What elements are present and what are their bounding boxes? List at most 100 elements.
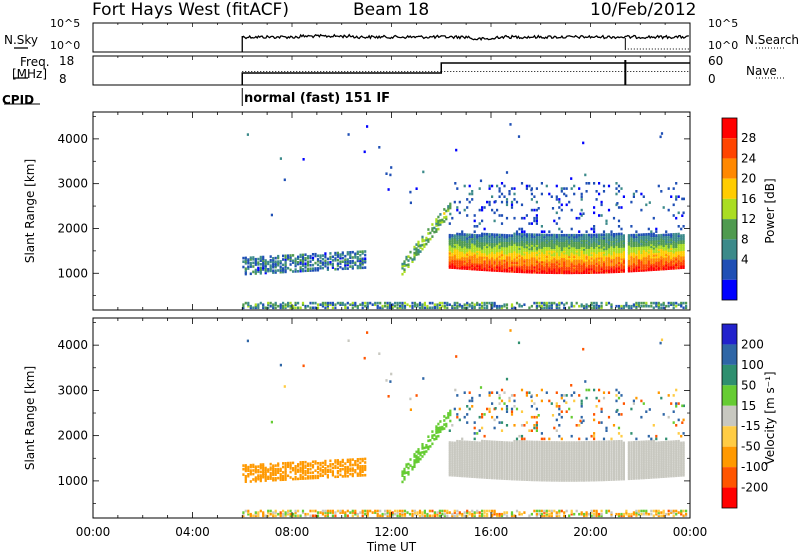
scatter-cell [289,514,292,518]
scatter-cell [496,455,499,458]
scatter-cell [548,509,551,513]
scatter-cell [665,512,668,516]
scatter-cell [535,415,538,419]
scatter-cell [535,440,538,444]
scatter-cell [533,246,536,249]
scatter-cell [590,267,593,271]
scatter-cell [525,391,528,394]
scatter-cell [491,306,494,310]
scatter-cell [520,241,524,245]
scatter-cell [607,252,611,256]
scatter-cell [498,190,501,193]
scatter-cell [655,509,658,513]
scatter-cell [525,421,528,424]
scatter-cell [488,410,491,413]
scatter-cell [640,208,643,212]
nave-label: Nave [746,64,777,78]
scatter-cell [496,475,499,478]
scatter-cell [640,253,643,256]
scatter-cell [456,439,459,443]
scatter-cell [550,509,553,513]
scatter-cell [456,254,459,257]
scatter-cell [364,464,367,468]
scatter-cell [563,268,566,271]
scatter-cell [635,509,638,513]
scatter-cell [361,306,364,310]
scatter-cell [680,254,683,257]
scatter-cell [433,512,436,516]
scatter-cell [593,230,596,233]
scatter-cell [635,265,638,269]
scatter-cell [550,251,553,255]
scatter-cell [496,255,499,258]
scatter-cell [647,236,650,240]
scatter-cell [498,451,501,455]
scatter-cell [473,457,476,460]
scatter-cell [282,512,285,516]
scatter-cell [563,242,566,246]
scatter-cell [438,301,441,305]
scatter-cell [468,458,471,462]
scatter-cell [425,242,428,246]
scatter-cell [468,473,471,476]
scatter-cell [259,266,262,270]
scatter-cell [612,245,616,249]
scatter-cell [593,233,596,237]
scatter-cell [545,475,548,478]
scatter-cell [488,184,491,188]
scatter-cell [610,511,613,514]
scatter-cell [515,445,519,448]
scatter-cell [341,251,344,254]
scatter-cell [645,203,648,207]
scatter-cell [476,443,479,446]
scatter-cell [486,474,489,478]
scatter-cell [361,459,364,463]
scatter-cell [403,512,407,516]
scatter-cell [545,453,548,457]
scatter-cell [650,238,653,241]
scatter-cell [269,512,272,516]
scatter-cell [530,247,533,251]
scatter-cell [500,453,504,457]
scatter-cell [481,439,484,443]
scatter-cell [622,266,625,270]
scatter-cell [545,306,548,310]
scatter-cell [662,255,665,258]
scatter-cell [458,470,461,474]
scatter-cell [476,461,479,464]
scatter-cell [284,263,287,267]
scatter-cell [565,239,568,242]
scatter-cell [316,462,320,465]
scatter-cell [476,262,479,266]
scatter-cell [297,470,300,473]
scatter-cell [445,422,448,426]
scatter-cell [645,512,648,516]
scatter-cell [595,258,598,262]
scatter-cell [279,476,282,480]
scatter-cell [637,511,640,514]
scatter-cell [530,253,533,256]
scatter-cell [545,473,548,477]
scatter-cell [660,253,663,257]
scatter-cell [448,511,451,514]
scatter-cell [415,456,418,460]
scatter-cell [590,248,593,251]
scatter-cell [244,475,247,478]
scatter-cell [585,271,588,274]
scatter-cell [518,440,521,443]
scatter-cell [588,249,591,253]
scatter-cell [640,262,643,265]
scatter-cell [590,301,593,305]
scatter-cell [409,250,412,254]
scatter-cell [508,450,511,454]
scatter-cell [652,236,655,239]
scatter-cell [670,260,673,263]
scatter-cell [660,511,663,514]
scatter-cell [525,252,528,256]
scatter-cell [533,249,536,253]
scatter-cell [481,238,484,241]
scatter-cell [642,247,645,251]
scatter-cell [583,244,586,248]
scatter-cell [453,457,456,461]
scatter-cell [491,265,494,269]
